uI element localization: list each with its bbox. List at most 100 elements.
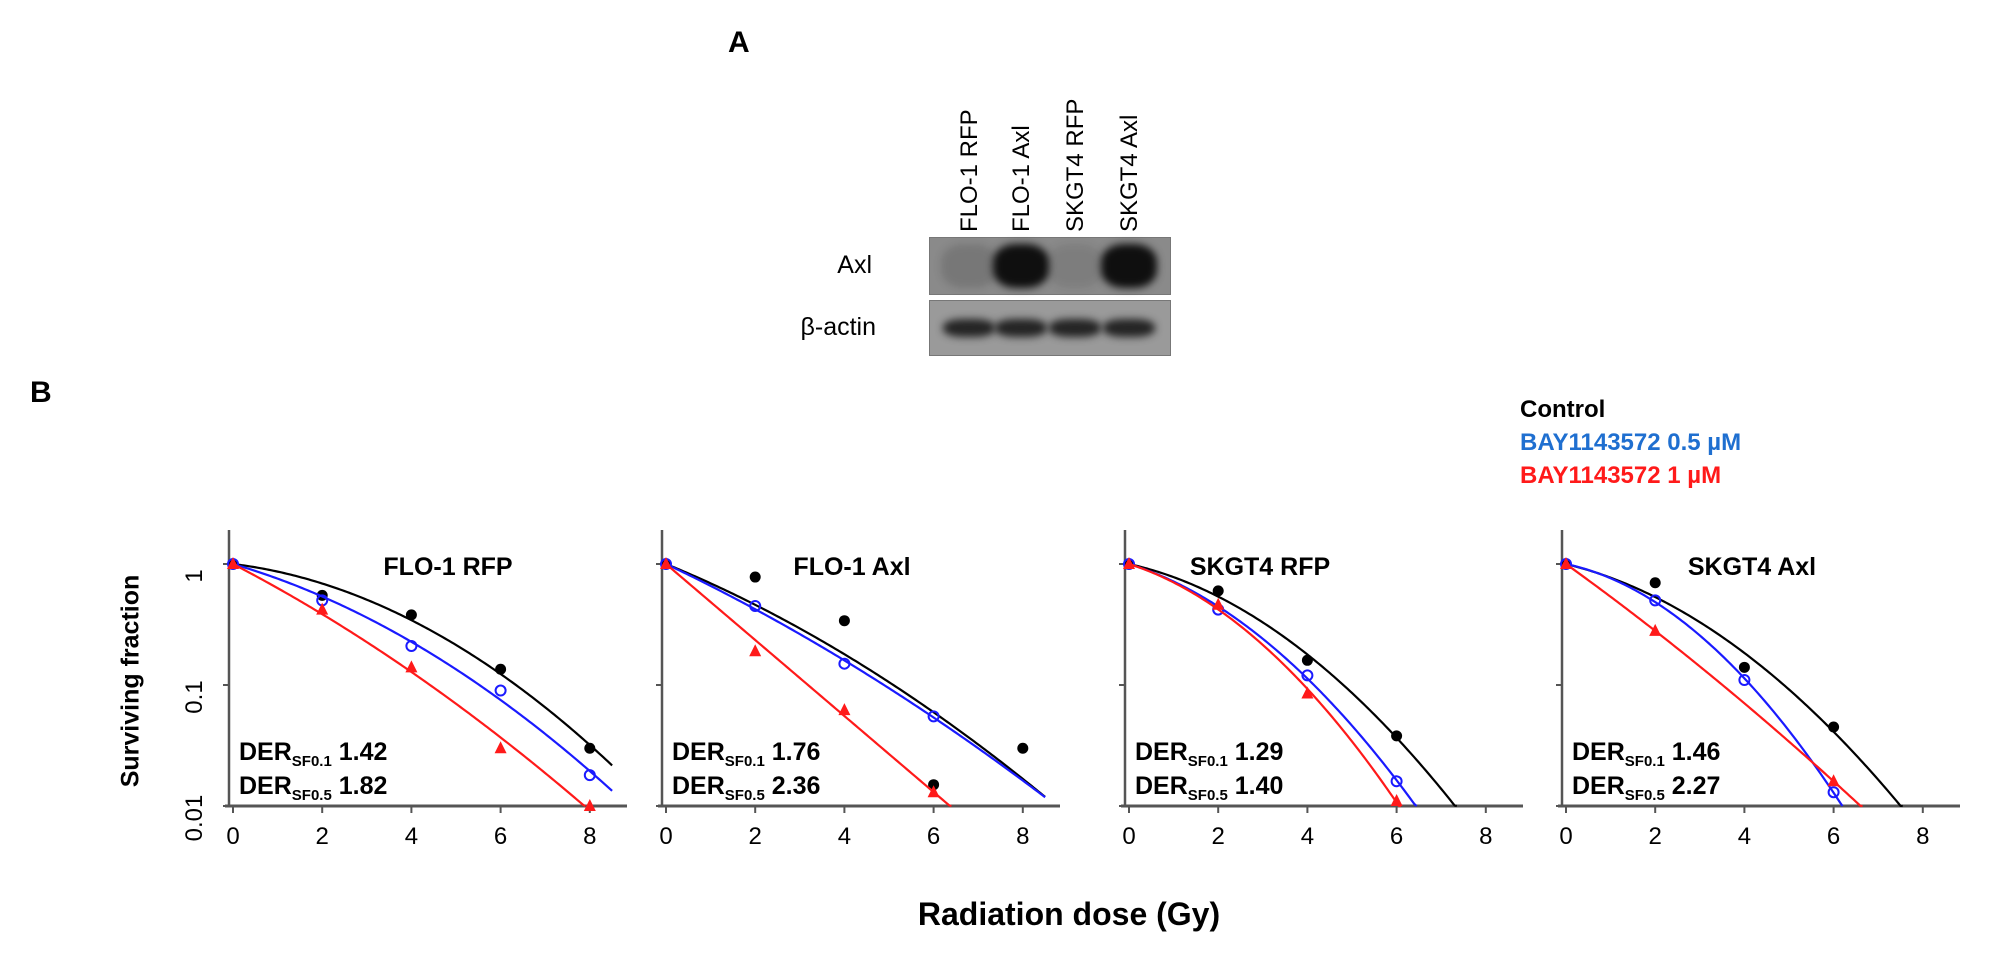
x-tick-label: 2 xyxy=(1212,823,1225,850)
fit-curve xyxy=(232,562,613,792)
data-point xyxy=(1017,742,1029,754)
data-point xyxy=(1738,661,1750,673)
data-point xyxy=(1828,721,1840,733)
x-tick-label: 0 xyxy=(1559,823,1572,850)
data-point xyxy=(1301,686,1314,699)
x-tick-label: 2 xyxy=(1649,823,1662,850)
x-tick-label: 6 xyxy=(927,823,940,850)
data-point xyxy=(584,742,596,754)
blot-strip xyxy=(929,237,1171,295)
data-point xyxy=(316,602,329,615)
data-point xyxy=(494,741,507,754)
chart-title: SKGT4 RFP xyxy=(1190,553,1330,581)
fit-curve xyxy=(1565,562,1844,807)
x-tick-label: 4 xyxy=(1738,823,1751,850)
blot-band xyxy=(943,319,995,337)
data-point xyxy=(749,599,762,612)
x-tick-label: 0 xyxy=(226,823,239,850)
data-point xyxy=(1649,594,1662,607)
x-tick-label: 4 xyxy=(838,823,851,850)
data-point xyxy=(405,609,417,621)
data-point xyxy=(494,684,507,697)
data-point xyxy=(838,703,851,716)
blot-band xyxy=(1047,244,1103,288)
der-label: DERSF0.5 1.82 xyxy=(239,772,387,804)
data-point xyxy=(1827,774,1840,787)
legend-entry: Control xyxy=(1520,396,1606,423)
chart-panel: 0 2 4 6 8 1 0.1 0.01 FLO-1 RFP DERSF0.1 1.42DERSF… xyxy=(181,530,627,850)
data-point xyxy=(1827,786,1840,799)
y-axis-label: Surviving fraction xyxy=(116,574,145,788)
fit-curve xyxy=(665,563,952,808)
x-tick-label: 6 xyxy=(1390,823,1403,850)
der-label: DERSF0.5 2.27 xyxy=(1572,772,1720,804)
x-tick-label: 2 xyxy=(749,823,762,850)
fit-curve xyxy=(665,562,1046,798)
x-tick-label: 4 xyxy=(1301,823,1314,850)
data-point xyxy=(1212,597,1225,610)
blot-band xyxy=(1049,319,1101,337)
data-point xyxy=(1560,557,1572,569)
panel-a-letter: A xyxy=(728,26,750,59)
x-tick-label: 6 xyxy=(1827,823,1840,850)
data-point xyxy=(1301,669,1314,682)
x-axis-label: Radiation dose (Gy) xyxy=(917,896,1221,932)
blot-band xyxy=(1103,319,1155,337)
data-point xyxy=(495,663,507,675)
data-point xyxy=(1738,673,1751,686)
fit-curve xyxy=(1128,562,1402,808)
data-point xyxy=(749,571,761,583)
blot-strip xyxy=(929,300,1171,356)
fit-curve xyxy=(665,563,1046,799)
y-tick-label: 1 xyxy=(181,569,208,582)
chart-title: FLO-1 Axl xyxy=(793,553,910,581)
fit-curve xyxy=(232,562,613,767)
der-label: DERSF0.1 1.29 xyxy=(1135,738,1283,770)
legend-entry: BAY1143572 1 µM xyxy=(1520,462,1722,489)
x-tick-label: 0 xyxy=(659,823,672,850)
der-label: DERSF0.1 1.76 xyxy=(672,738,820,770)
data-point xyxy=(1212,585,1224,597)
y-tick-label: 0.1 xyxy=(181,680,208,713)
fit-curve xyxy=(1565,562,1903,808)
fit-curve xyxy=(232,563,586,807)
data-point xyxy=(928,779,940,791)
data-point xyxy=(1649,577,1661,589)
blot-label: Axl xyxy=(837,251,872,279)
data-point xyxy=(927,710,940,723)
data-point xyxy=(1301,654,1313,666)
x-tick-label: 8 xyxy=(1479,823,1492,850)
data-point xyxy=(583,769,596,782)
data-point xyxy=(1123,557,1135,569)
data-point xyxy=(838,657,851,670)
data-point xyxy=(749,644,762,657)
data-point xyxy=(1391,730,1403,742)
blot-band xyxy=(1101,244,1157,288)
x-tick-label: 6 xyxy=(494,823,507,850)
fit-curve xyxy=(1128,562,1458,808)
x-tick-label: 2 xyxy=(316,823,329,850)
chart-title: FLO-1 RFP xyxy=(383,553,512,581)
data-point xyxy=(1390,793,1403,806)
data-point xyxy=(1390,775,1403,788)
x-tick-label: 8 xyxy=(1916,823,1929,850)
der-label: DERSF0.5 2.36 xyxy=(672,772,820,804)
y-tick-label: 0.01 xyxy=(181,795,208,842)
x-tick-label: 4 xyxy=(405,823,418,850)
data-point xyxy=(227,557,239,569)
panel-b-letter: B xyxy=(30,376,52,409)
der-label: DERSF0.1 1.46 xyxy=(1572,738,1720,770)
blot-band xyxy=(995,319,1047,337)
legend-entry: BAY1143572 0.5 µM xyxy=(1520,429,1742,456)
data-point xyxy=(405,640,418,653)
data-point xyxy=(838,615,850,627)
x-tick-label: 0 xyxy=(1122,823,1135,850)
der-label: DERSF0.1 1.42 xyxy=(239,738,387,770)
fit-curve xyxy=(1565,563,1863,808)
blot-label: β-actin xyxy=(800,313,876,341)
data-point xyxy=(927,785,940,798)
data-point xyxy=(405,660,418,673)
